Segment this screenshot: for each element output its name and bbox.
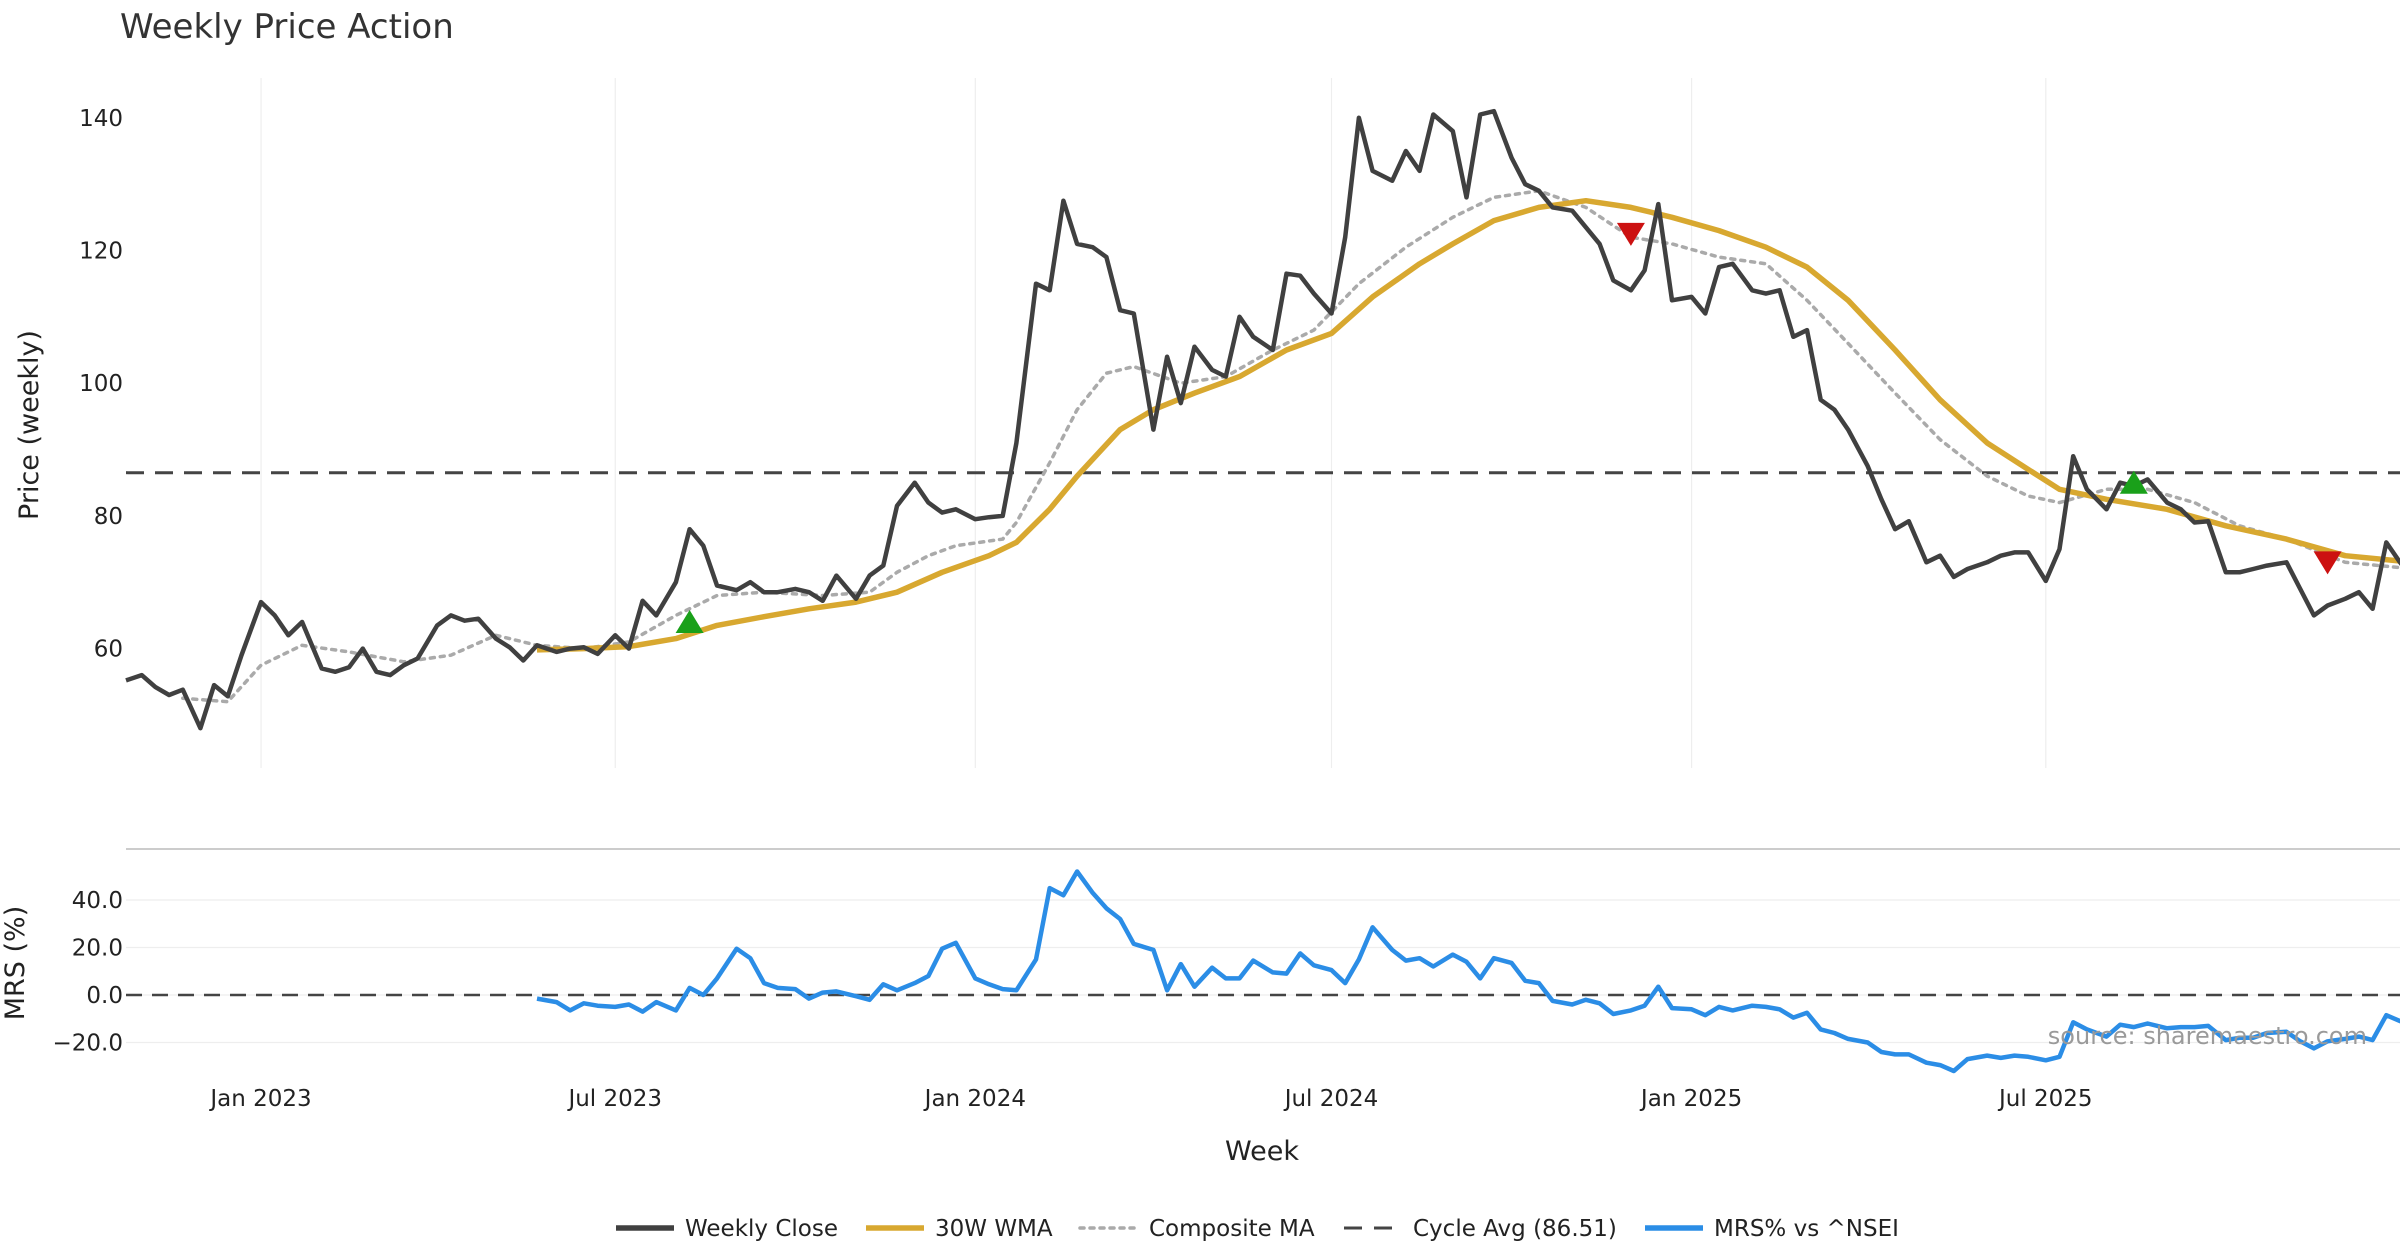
- price-y-tick-label: 80: [94, 504, 123, 530]
- price-y-axis: 60 80 100 120 140: [79, 106, 123, 663]
- source-note: source: sharemaestro.com: [2048, 1022, 2367, 1050]
- price-gridlines: [260, 78, 2047, 768]
- x-tick-label: Jul 2024: [1283, 1086, 1379, 1112]
- mrs-panel: 40.0 20.0 0.0 −20.0 MRS (%) source: sharema…: [0, 869, 2400, 1074]
- price-panel: 60 80 100 120 140 Price (weekly): [14, 78, 2400, 768]
- signal-markers: [675, 222, 2342, 634]
- legend: Weekly Close 30W WMA Composite MA Cycle Avg…: [616, 1216, 1899, 1242]
- x-tick-label: Jan 2023: [208, 1086, 311, 1112]
- buy-signal-marker: [675, 610, 704, 634]
- x-axis: Jan 2023 Jul 2023 Jan 2024 Jul 2024 Jan 2025…: [208, 1086, 2092, 1112]
- price-y-tick-label: 120: [79, 239, 123, 265]
- x-axis-label: Week: [1225, 1136, 1299, 1167]
- weekly-close-line: [125, 108, 2400, 731]
- price-y-axis-label: Price (weekly): [14, 330, 45, 520]
- chart-title: Weekly Price Action: [120, 7, 454, 47]
- legend-label: MRS% vs ^NSEI: [1714, 1216, 1899, 1242]
- sell-signal-marker: [2313, 551, 2342, 575]
- legend-label: Composite MA: [1149, 1216, 1315, 1242]
- x-tick-label: Jul 2023: [566, 1086, 662, 1112]
- legend-label: 30W WMA: [935, 1216, 1053, 1242]
- mrs-line: [536, 869, 2400, 1074]
- mrs-y-axis: 40.0 20.0 0.0 −20.0: [53, 888, 123, 1057]
- mrs-y-tick-label: 40.0: [72, 888, 123, 914]
- price-y-tick-label: 100: [79, 371, 123, 397]
- mrs-y-tick-label: 20.0: [72, 936, 123, 962]
- mrs-y-tick-label: 0.0: [86, 983, 123, 1009]
- sell-signal-marker: [1616, 222, 1645, 246]
- x-tick-label: Jul 2025: [1997, 1086, 2093, 1112]
- composite-ma-line: [181, 189, 2400, 704]
- legend-label: Weekly Close: [685, 1216, 838, 1242]
- legend-label: Cycle Avg (86.51): [1413, 1216, 1617, 1242]
- x-tick-label: Jan 2025: [1639, 1086, 1742, 1112]
- price-y-tick-label: 60: [94, 637, 123, 663]
- mrs-y-tick-label: −20.0: [53, 1031, 123, 1057]
- mrs-y-axis-label: MRS (%): [0, 906, 31, 1021]
- wma-30w-line: [536, 197, 2400, 653]
- buy-signal-marker: [2119, 470, 2148, 494]
- price-y-tick-label: 140: [79, 106, 123, 132]
- x-tick-label: Jan 2024: [923, 1086, 1026, 1112]
